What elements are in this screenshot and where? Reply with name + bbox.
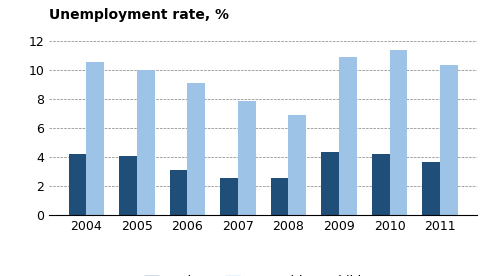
Bar <box>238 101 256 215</box>
Bar <box>170 170 187 215</box>
Bar <box>390 50 407 215</box>
Bar <box>220 178 238 215</box>
Bar <box>86 62 104 215</box>
Legend: Fathers, Men without children: Fathers, Men without children <box>139 270 387 276</box>
Bar <box>119 156 137 215</box>
Bar <box>288 115 306 215</box>
Text: Unemployment rate, %: Unemployment rate, % <box>49 8 229 22</box>
Bar <box>440 65 458 215</box>
Bar <box>271 178 288 215</box>
Bar <box>339 57 357 215</box>
Bar <box>423 162 440 215</box>
Bar <box>69 155 86 215</box>
Bar <box>187 83 205 215</box>
Bar <box>137 70 154 215</box>
Bar <box>372 155 390 215</box>
Bar <box>321 152 339 215</box>
